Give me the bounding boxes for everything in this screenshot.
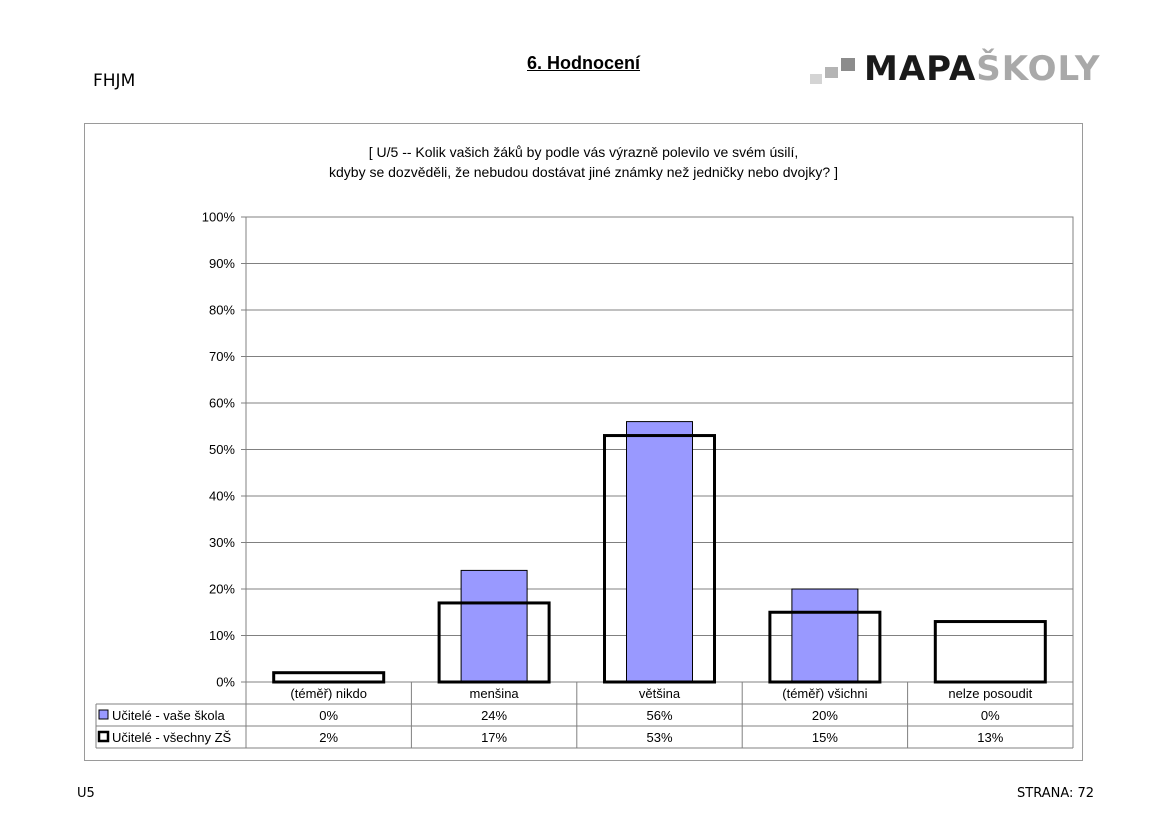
logo-square-icon xyxy=(841,58,855,71)
data-value: 24% xyxy=(481,708,507,723)
school-code: FHJM xyxy=(93,71,136,91)
footer-question-code: U5 xyxy=(77,786,95,801)
footer-page-number: STRANA: 72 xyxy=(1017,786,1095,801)
data-value: 15% xyxy=(812,730,838,745)
logo-square-icon xyxy=(825,67,838,78)
bar-vase-skola xyxy=(460,569,528,683)
y-tick-label: 100% xyxy=(202,210,236,225)
mapa-skoly-logo: MAPAŠKOLY xyxy=(808,49,1099,92)
series-name: Učitelé - vaše škola xyxy=(112,708,225,723)
data-value: 13% xyxy=(977,730,1003,745)
data-value: 20% xyxy=(812,708,838,723)
y-tick-label: 0% xyxy=(216,675,235,690)
y-tick-label: 40% xyxy=(209,489,235,504)
logo-text: MAPAŠKOLY xyxy=(864,49,1101,89)
y-tick-label: 60% xyxy=(209,396,235,411)
y-tick-label: 20% xyxy=(209,582,235,597)
data-value: 53% xyxy=(646,730,672,745)
data-value: 2% xyxy=(319,730,338,745)
category-label: (téměř) všichni xyxy=(782,686,867,701)
data-value: 0% xyxy=(319,708,338,723)
y-tick-label: 10% xyxy=(209,628,235,643)
bar-vsechny-zs xyxy=(437,601,551,684)
chart-title-line: [ U/5 -- Kolik vašich žáků by podle vás … xyxy=(368,144,799,160)
data-value: 0% xyxy=(981,708,1000,723)
bar-vase-skola xyxy=(626,421,693,683)
category-label: menšina xyxy=(470,686,520,701)
chart-title: [ U/5 -- Kolik vašich žáků by podle vás … xyxy=(84,142,1083,182)
page-heading: 6. Hodnocení xyxy=(527,53,641,73)
bar-vsechny-zs xyxy=(768,610,882,684)
data-value: 17% xyxy=(481,730,507,745)
category-label: většina xyxy=(639,686,681,701)
y-tick-label: 50% xyxy=(209,442,235,457)
bar-vsechny-zs xyxy=(603,434,716,684)
legend-key-vsechny-zs xyxy=(97,730,110,743)
chart-frame xyxy=(84,123,1083,761)
bar-vsechny-zs xyxy=(933,620,1047,684)
bar-vase-skola xyxy=(791,588,859,683)
y-tick-label: 90% xyxy=(209,256,235,271)
logo-square-icon xyxy=(810,74,822,84)
bar-vsechny-zs xyxy=(272,671,386,684)
y-tick-label: 70% xyxy=(209,349,235,364)
y-tick-label: 30% xyxy=(209,535,235,550)
series-name: Učitelé - všechny ZŠ xyxy=(112,730,232,745)
chart-title-line: kdyby se dozvěděli, že nebudou dostávat … xyxy=(329,164,838,180)
data-value: 56% xyxy=(646,708,672,723)
category-label: (téměř) nikdo xyxy=(290,686,367,701)
y-tick-label: 80% xyxy=(209,303,235,318)
legend-key-vase-skola xyxy=(98,709,109,720)
category-label: nelze posoudit xyxy=(948,686,1032,701)
